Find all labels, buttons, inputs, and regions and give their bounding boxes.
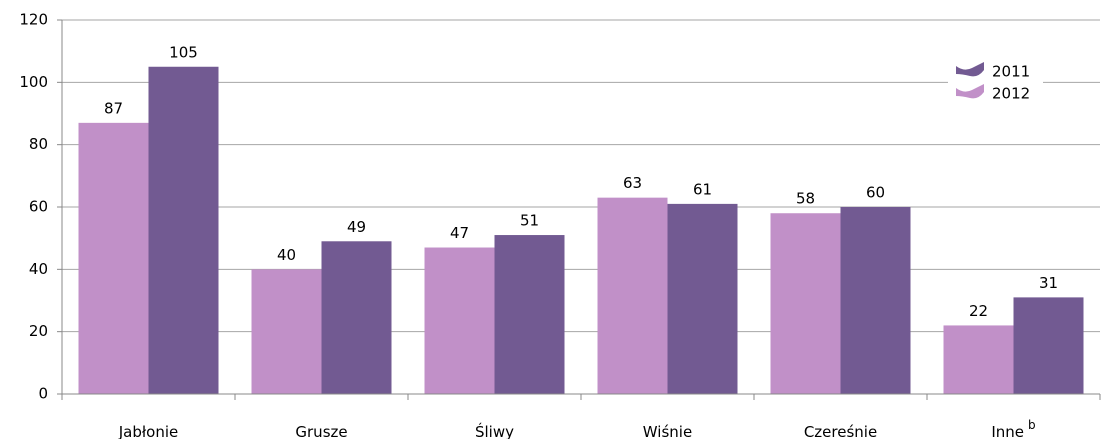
bar xyxy=(251,269,322,394)
data-label: 51 xyxy=(520,212,539,230)
data-label: 61 xyxy=(693,180,712,198)
category-name: Jabłonie xyxy=(118,423,178,439)
bar xyxy=(424,247,495,394)
y-tick-label: 0 xyxy=(38,385,48,403)
bar xyxy=(667,203,738,394)
x-tick-label: Śliwy xyxy=(475,422,514,439)
data-label: 63 xyxy=(623,174,642,192)
category-name: Czereśnie xyxy=(804,423,877,439)
legend-swatch xyxy=(956,62,984,77)
y-tick-label: 100 xyxy=(19,73,48,91)
y-tick-label: 120 xyxy=(19,11,48,29)
x-tick-label: Wiśnie xyxy=(643,423,692,439)
category-name: Śliwy xyxy=(475,422,514,439)
bar xyxy=(597,197,668,394)
y-tick-label: 60 xyxy=(29,198,48,216)
legend-label: 2012 xyxy=(992,85,1030,103)
legend-label: 2011 xyxy=(992,63,1030,81)
data-label: 58 xyxy=(796,190,815,208)
bar xyxy=(494,235,565,394)
data-label: 47 xyxy=(450,224,469,242)
x-tick-label: Grusze xyxy=(295,423,347,439)
bar xyxy=(1013,297,1084,394)
x-tick-label: Jabłonie xyxy=(118,423,178,439)
data-label: 49 xyxy=(347,218,366,236)
data-label: 22 xyxy=(969,302,988,320)
y-tick-label: 20 xyxy=(29,322,48,340)
category-name: Inne xyxy=(991,423,1024,439)
bar xyxy=(943,325,1014,394)
legend-swatch xyxy=(956,84,984,99)
category-name: Wiśnie xyxy=(643,423,692,439)
data-label: 105 xyxy=(169,43,198,61)
y-tick-label: 80 xyxy=(29,135,48,153)
x-tick-label: Inne b xyxy=(991,418,1035,439)
category-name: Grusze xyxy=(295,423,347,439)
data-label: 40 xyxy=(277,246,296,264)
data-label: 87 xyxy=(104,99,123,117)
y-tick-label: 40 xyxy=(29,260,48,278)
legend-box xyxy=(948,58,1043,108)
data-label: 31 xyxy=(1039,274,1058,292)
bar xyxy=(78,122,149,394)
x-tick-label: Czereśnie xyxy=(804,423,877,439)
data-label: 60 xyxy=(866,184,885,202)
bar xyxy=(148,66,219,394)
footnote-mark: b xyxy=(1028,418,1036,432)
bar xyxy=(321,241,392,394)
bar xyxy=(840,207,911,394)
bar xyxy=(770,213,841,394)
